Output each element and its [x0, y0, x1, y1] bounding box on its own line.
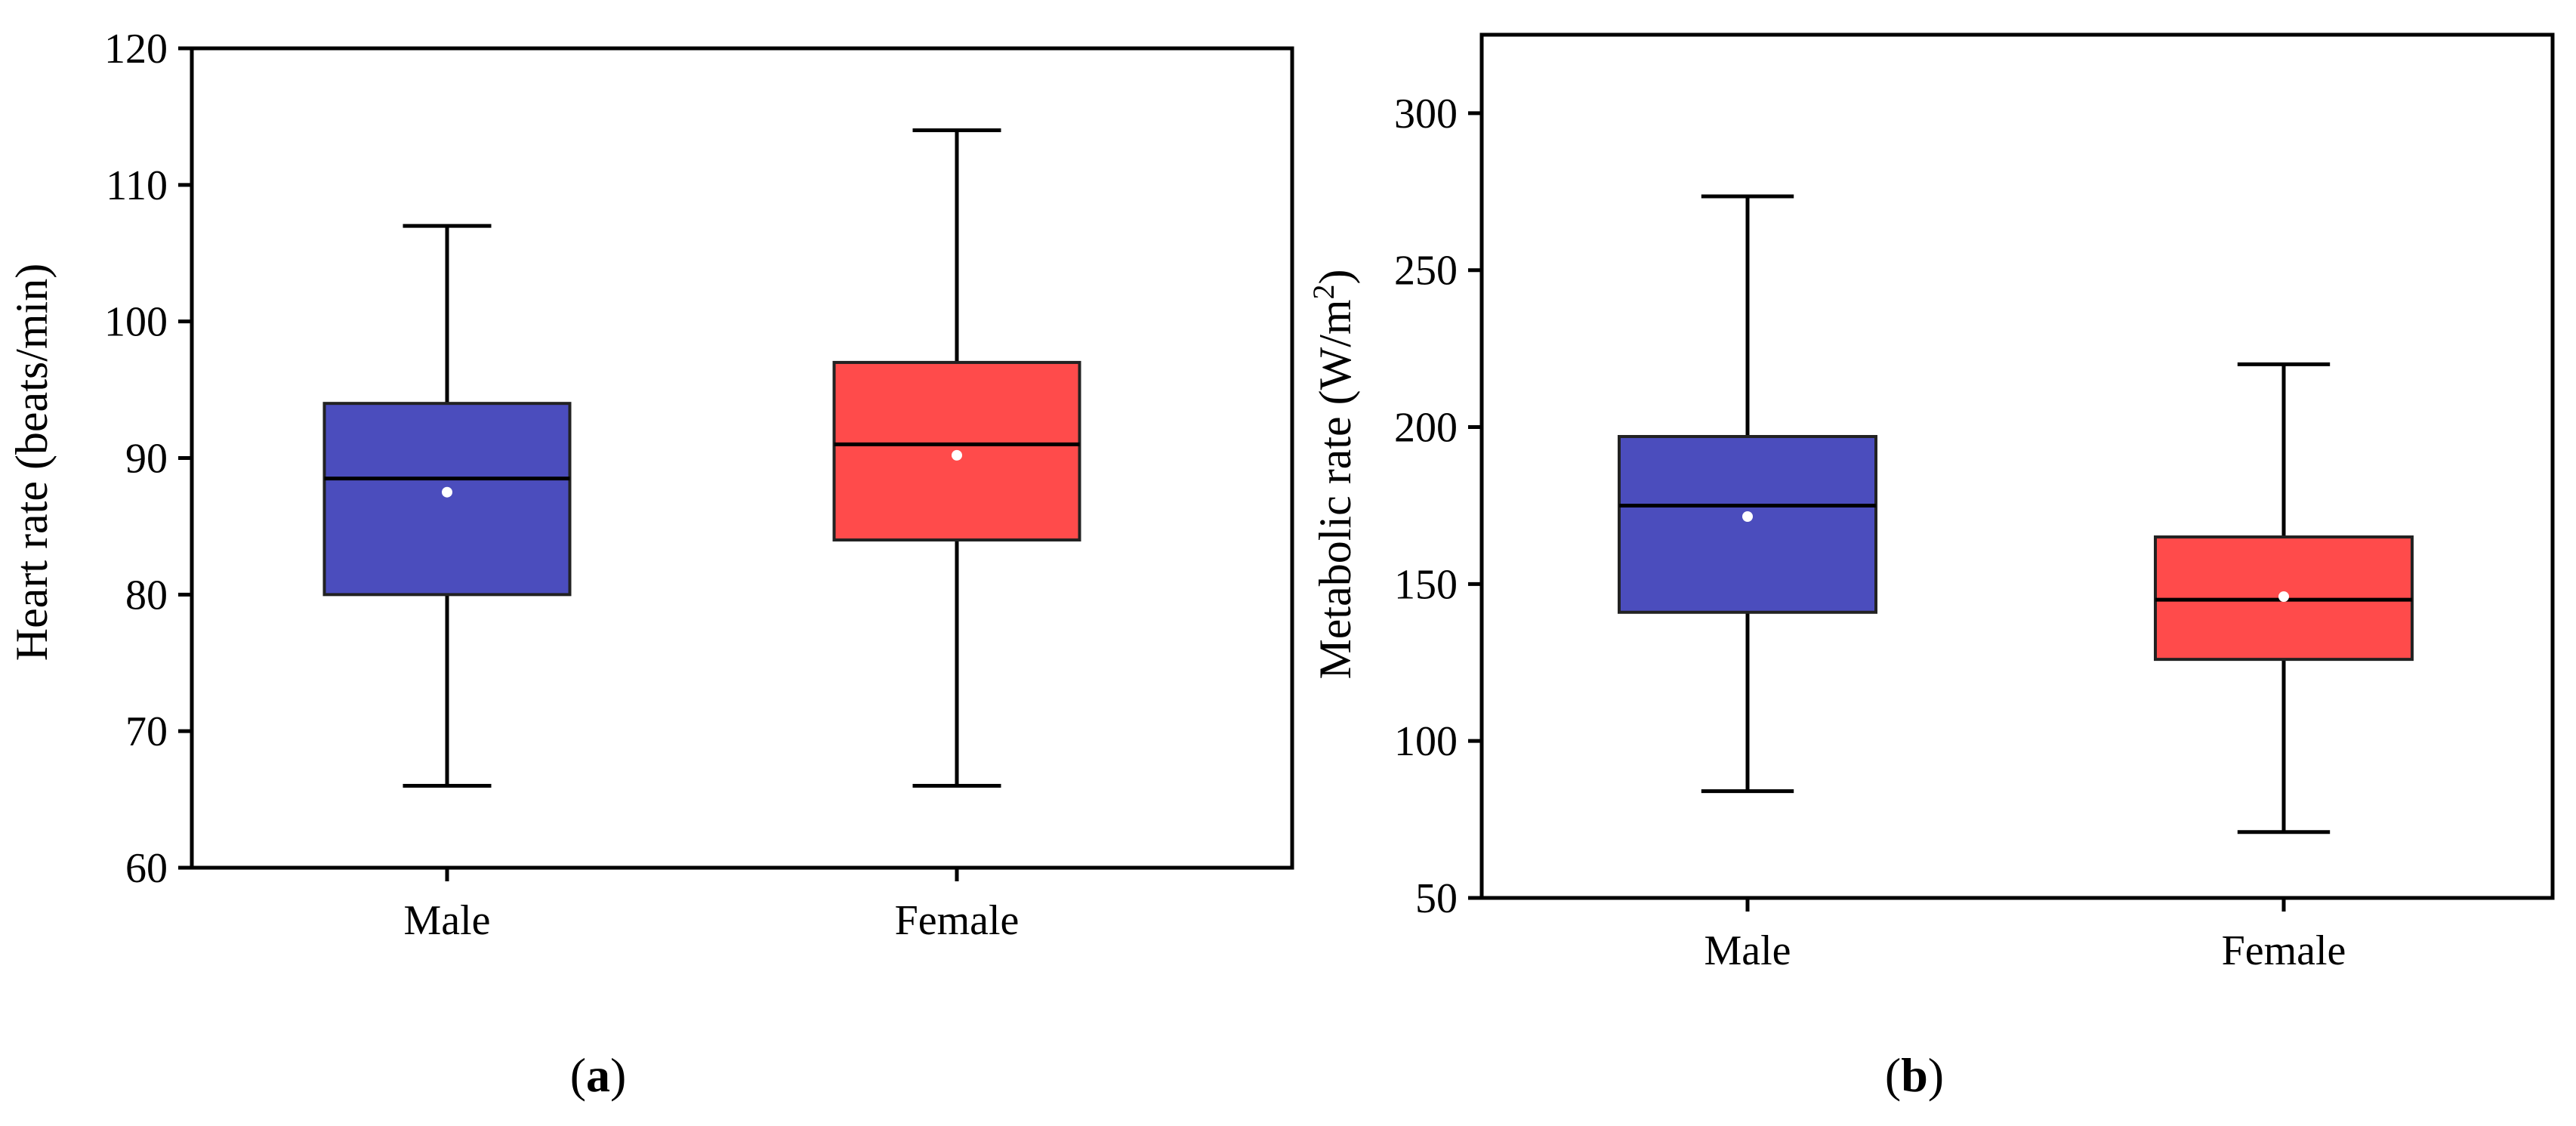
- panel-a-box-female: [832, 128, 1081, 788]
- panel-a-y-tick-label: 60: [125, 845, 168, 892]
- iqr-box: [1618, 435, 1877, 614]
- panel-b-x-tick-label: Male: [1704, 927, 1791, 974]
- panel-a-x-tick-label: Male: [403, 897, 490, 944]
- mean-marker: [442, 486, 452, 498]
- panel-b-label: (b): [1885, 1048, 1944, 1102]
- panel-a-y-tick-label: 110: [106, 162, 168, 209]
- panel-b-y-tick-label: 100: [1394, 718, 1458, 765]
- panel-a-plot-area: 60 70 80 90 100 110 120 Male Female: [104, 26, 1294, 944]
- panel-a-heart-rate: 60 70 80 90 100 110 120 Male Female Heart rate (…: [7, 26, 1294, 1102]
- panel-b-plot-area: 50 100 150 200 250 300 Male Female: [1394, 32, 2555, 974]
- panel-a-x-tick-label: Female: [895, 897, 1020, 944]
- panel-a-y-tick-label: 70: [125, 708, 168, 755]
- mean-marker: [1742, 511, 1753, 523]
- panel-a-y-tick-label: 100: [104, 299, 168, 346]
- panel-a-y-axis-title: Heart rate (beats/min): [7, 264, 57, 661]
- panel-b-y-tick-label: 250: [1394, 248, 1458, 295]
- panel-b-label-letter: b: [1901, 1048, 1928, 1102]
- iqr-box: [832, 360, 1081, 541]
- panel-b-y-axis-title-sup: 2: [1307, 284, 1340, 299]
- panel-b-axes-frame: [1479, 32, 2555, 900]
- panel-b-x-tick-label: Female: [2222, 927, 2346, 974]
- panel-b-y-axis-title-end: ): [1310, 269, 1360, 284]
- panel-b-box-female: [2154, 362, 2414, 834]
- panel-b-y-tick-label: 150: [1394, 561, 1458, 608]
- panel-a-y-tick-label: 80: [125, 572, 168, 619]
- panel-a-y-tick-label: 90: [125, 436, 168, 483]
- panel-a-label-letter: a: [586, 1048, 610, 1102]
- panel-b-y-tick-label: 300: [1394, 91, 1458, 137]
- iqr-box: [322, 402, 572, 597]
- panel-b-y-tick-label: 200: [1394, 405, 1458, 452]
- panel-a-y-tick-label: 120: [104, 26, 168, 72]
- panel-b-box-male: [1618, 194, 1877, 794]
- panel-a-box-male: [322, 224, 572, 788]
- panel-b-y-axis-title: Metabolic rate (W/m2): [1307, 269, 1360, 679]
- mean-marker: [2278, 591, 2289, 602]
- mean-marker: [952, 449, 962, 461]
- panel-a-label: (a): [570, 1048, 627, 1102]
- panel-b-y-axis-title-main: Metabolic rate (W/m: [1310, 299, 1360, 679]
- panel-b-metabolic-rate: 50 100 150 200 250 300 Male Female Metabolic ra…: [1307, 32, 2555, 1102]
- panel-b-y-tick-label: 50: [1415, 875, 1458, 922]
